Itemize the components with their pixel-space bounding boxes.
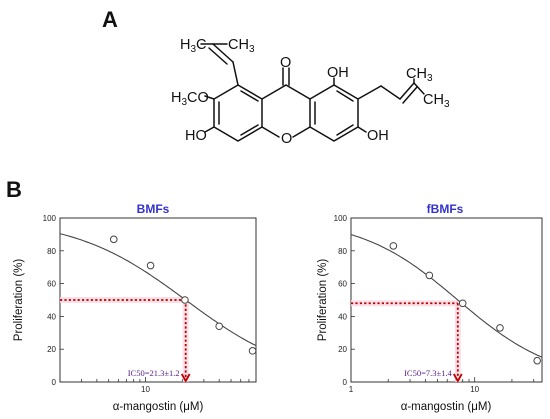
data-point [389,242,398,250]
panel-a-label: A [102,7,118,32]
panel-b-label: B [6,177,22,202]
atom-ch3-top: CH3 [228,37,255,55]
data-point [146,261,155,270]
y-tick-label: 100 [43,214,57,223]
y-tick-label: 60 [338,280,347,289]
y-tick-label: 100 [334,214,348,223]
data-point [248,347,257,355]
data-point [215,322,223,331]
x-axis-title: α-mangostin (μM) [113,401,204,413]
x-axis-title: α-mangostin (μM) [401,401,492,413]
data-point [533,356,541,365]
chart-fbmfs: fBMFs 0 20 40 60 80 100 1 10 IC50=7.3±1.4 α-man… [317,202,543,413]
ic50-arrow [180,373,191,383]
ic50-label: IC50=7.3±1.4 [404,368,452,378]
y-tick-label: 40 [47,312,56,321]
panel-a: A [102,7,450,147]
atom-ho-left: HO [185,128,207,144]
data-point [458,299,467,308]
atom-ring-o: O [281,131,292,147]
atom-carbonyl-o: O [280,55,291,71]
atom-methoxy: H3CO [171,90,209,108]
y-tick-label: 80 [338,247,347,256]
fit-curve [59,233,257,347]
atom-ch3-right-bottom: CH3 [423,92,450,110]
atom-h3c-left: H3C [180,37,207,55]
y-tick-label: 0 [52,378,57,387]
y-tick-label: 60 [47,280,56,289]
y-tick-label: 20 [47,345,56,354]
atom-ch3-right-top: CH3 [406,66,433,84]
data-point [425,271,434,280]
data-point [109,235,118,244]
chart-title: fBMFs [427,202,464,216]
y-axis-title: Proliferation (%) [317,259,329,342]
plot-frame [350,217,543,383]
x-tick-label: 10 [470,385,479,394]
y-tick-label: 0 [343,378,348,387]
chart-title: BMFs [137,202,170,216]
atom-oh-right: OH [367,128,389,144]
data-point [181,296,189,304]
alpha-mangostin-structure: H3C CH3 O OH H3CO O HO OH CH3 CH3 [171,37,450,147]
fit-curve [350,234,543,358]
data-point [496,324,504,332]
y-tick-label: 80 [47,247,56,256]
atom-oh-top: OH [327,65,349,81]
chart-bmfs: BMFs 0 20 40 60 80 100 10 IC50=21.3±1.2 α-mang… [13,202,257,413]
y-axis-title: Proliferation (%) [13,259,25,342]
x-tick-label: 10 [141,385,150,394]
ic50-label: IC50=21.3±1.2 [128,368,180,378]
y-tick-label: 40 [338,312,347,321]
ic50-vertical-band [454,303,461,382]
x-tick-label: 1 [349,385,354,394]
y-tick-label: 20 [338,345,347,354]
ic50-arrow [453,373,463,383]
